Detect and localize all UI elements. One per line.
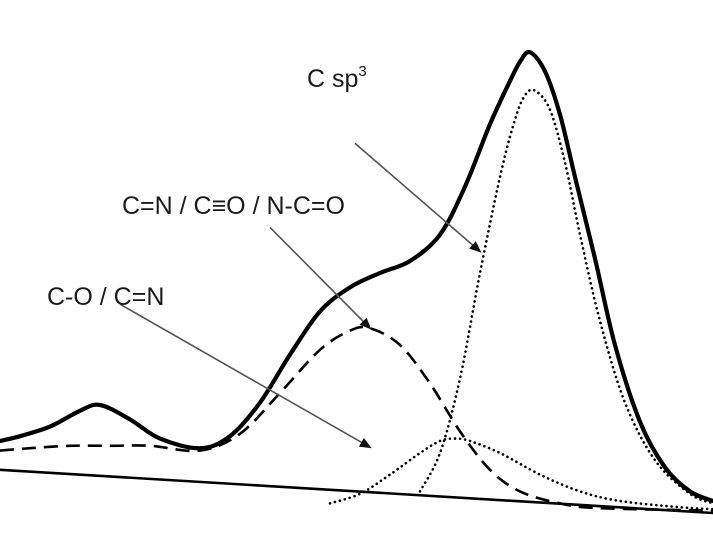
series-component-dashed-1	[0, 325, 713, 512]
series-layer	[0, 49, 713, 515]
annotation-label-csp3: C sp3	[307, 63, 367, 93]
annotation-arrows	[119, 142, 482, 449]
series-component-dotted-2	[328, 437, 713, 511]
annotation-arrow-0	[354, 142, 482, 253]
annotation-arrow-2	[119, 303, 372, 449]
annotation-arrow-1	[269, 226, 372, 330]
series-component-dotted-3	[418, 88, 713, 505]
annotation-label-co-cn: C-O / C=N	[47, 283, 164, 311]
series-envelope-solid-0	[0, 49, 713, 504]
series-baseline-4	[0, 468, 713, 515]
annotation-label-cn-co-ncc: C=N / C≡O / N-C=O	[122, 192, 345, 220]
